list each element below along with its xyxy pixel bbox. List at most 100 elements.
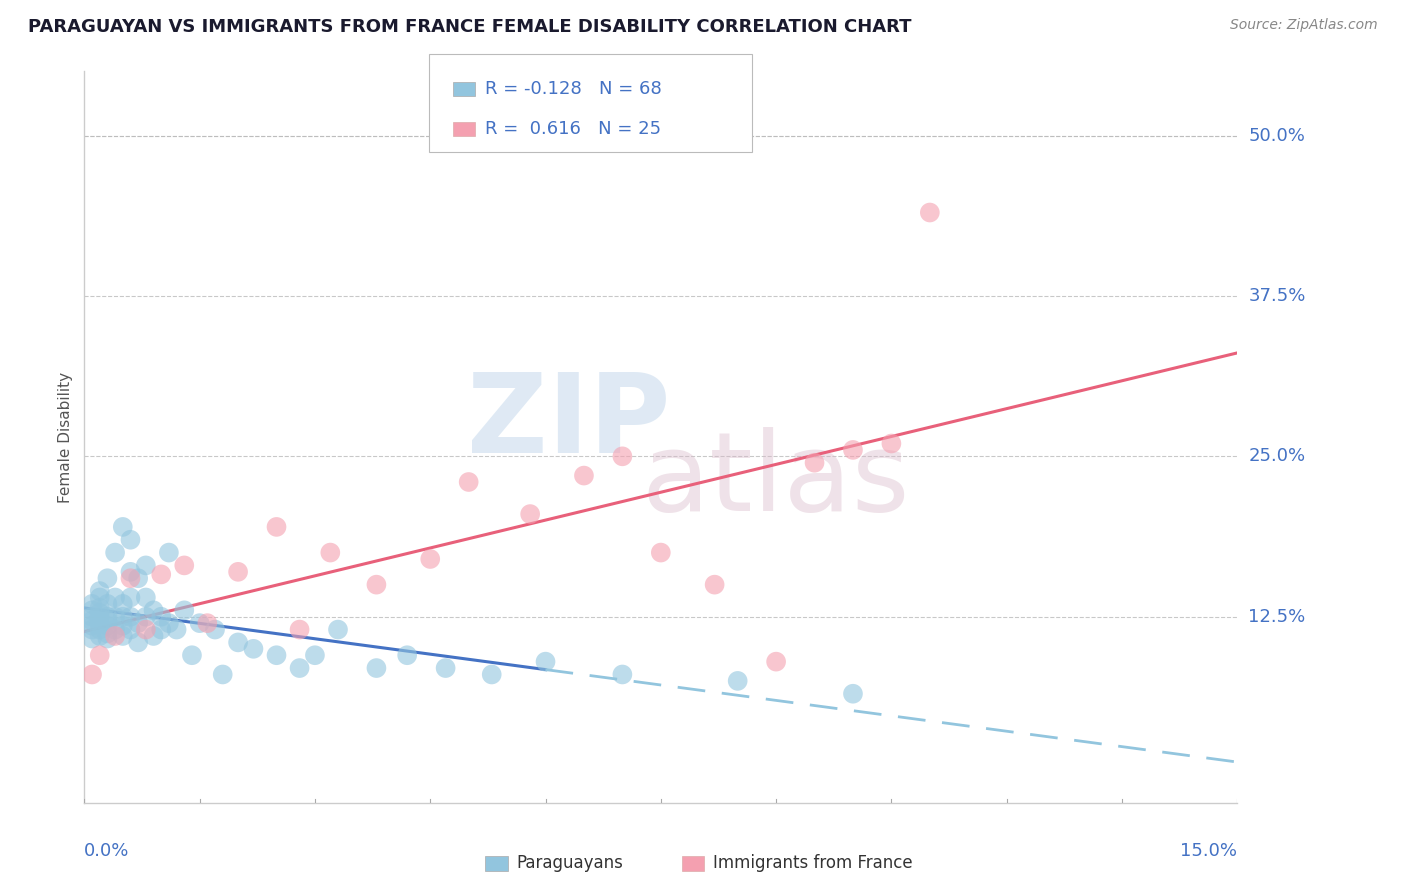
Point <box>434 661 457 675</box>
Point <box>127 571 149 585</box>
Point <box>89 600 111 615</box>
Point <box>288 623 311 637</box>
Point <box>104 591 127 605</box>
Point <box>803 456 825 470</box>
Text: 50.0%: 50.0% <box>1249 127 1305 145</box>
Point <box>157 545 180 559</box>
Text: 15.0%: 15.0% <box>1180 842 1237 860</box>
Point <box>80 618 103 632</box>
Point <box>157 616 180 631</box>
Point <box>104 623 127 637</box>
Point <box>135 609 157 624</box>
Point <box>195 616 218 631</box>
Text: Source: ZipAtlas.com: Source: ZipAtlas.com <box>1230 18 1378 32</box>
Point <box>211 667 233 681</box>
Point <box>104 545 127 559</box>
Point <box>89 591 111 605</box>
Point <box>89 623 111 637</box>
Point <box>96 618 118 632</box>
Point <box>204 623 226 637</box>
Point <box>173 558 195 573</box>
Point <box>89 616 111 631</box>
Point <box>319 545 342 559</box>
Point <box>181 648 204 663</box>
Point <box>366 577 388 591</box>
Point <box>111 629 134 643</box>
Point <box>166 623 188 637</box>
Point <box>96 614 118 628</box>
Point <box>80 603 103 617</box>
Point <box>120 623 142 637</box>
Point <box>396 648 419 663</box>
Point <box>89 648 111 663</box>
Point <box>135 591 157 605</box>
Point <box>104 629 127 643</box>
Point <box>612 667 634 681</box>
Point <box>142 603 165 617</box>
Text: 37.5%: 37.5% <box>1249 287 1306 305</box>
Point <box>120 591 142 605</box>
Point <box>150 567 173 582</box>
Point <box>918 205 941 219</box>
Point <box>457 475 479 489</box>
Point <box>150 609 173 624</box>
Point <box>89 629 111 643</box>
Point <box>242 641 264 656</box>
Point <box>89 606 111 620</box>
Point <box>111 520 134 534</box>
Point <box>80 614 103 628</box>
Point <box>226 565 249 579</box>
Point <box>304 648 326 663</box>
Point <box>703 577 725 591</box>
Point <box>89 609 111 624</box>
Point <box>572 468 595 483</box>
Point <box>80 597 103 611</box>
Y-axis label: Female Disability: Female Disability <box>58 371 73 503</box>
Point <box>650 545 672 559</box>
Text: PARAGUAYAN VS IMMIGRANTS FROM FRANCE FEMALE DISABILITY CORRELATION CHART: PARAGUAYAN VS IMMIGRANTS FROM FRANCE FEM… <box>28 18 911 36</box>
Point <box>534 655 557 669</box>
Point <box>111 618 134 632</box>
Point <box>880 436 903 450</box>
Text: R = -0.128   N = 68: R = -0.128 N = 68 <box>485 80 662 98</box>
Point <box>80 609 103 624</box>
Point <box>80 623 103 637</box>
Point <box>173 603 195 617</box>
Point <box>127 616 149 631</box>
Point <box>419 552 441 566</box>
Point <box>89 584 111 599</box>
Point <box>150 623 173 637</box>
Text: Paraguayans: Paraguayans <box>516 855 623 872</box>
Text: R =  0.616   N = 25: R = 0.616 N = 25 <box>485 120 661 138</box>
Point <box>96 597 118 611</box>
Point <box>288 661 311 675</box>
Point <box>188 616 211 631</box>
Text: 0.0%: 0.0% <box>84 842 129 860</box>
Point <box>326 623 349 637</box>
Point <box>120 609 142 624</box>
Text: Immigrants from France: Immigrants from France <box>713 855 912 872</box>
Point <box>135 623 157 637</box>
Text: 25.0%: 25.0% <box>1249 447 1306 466</box>
Point <box>120 571 142 585</box>
Point <box>135 558 157 573</box>
Point <box>266 520 288 534</box>
Point <box>226 635 249 649</box>
Point <box>481 667 503 681</box>
Point <box>842 442 865 457</box>
Point <box>111 597 134 611</box>
Point <box>120 565 142 579</box>
Point <box>127 635 149 649</box>
Point <box>96 609 118 624</box>
Point <box>727 673 749 688</box>
Point <box>266 648 288 663</box>
Point <box>519 507 541 521</box>
Point <box>96 626 118 640</box>
Point <box>842 687 865 701</box>
Text: 12.5%: 12.5% <box>1249 607 1306 625</box>
Point <box>120 533 142 547</box>
Point <box>104 609 127 624</box>
Point <box>96 571 118 585</box>
Point <box>80 667 103 681</box>
Point <box>96 632 118 646</box>
